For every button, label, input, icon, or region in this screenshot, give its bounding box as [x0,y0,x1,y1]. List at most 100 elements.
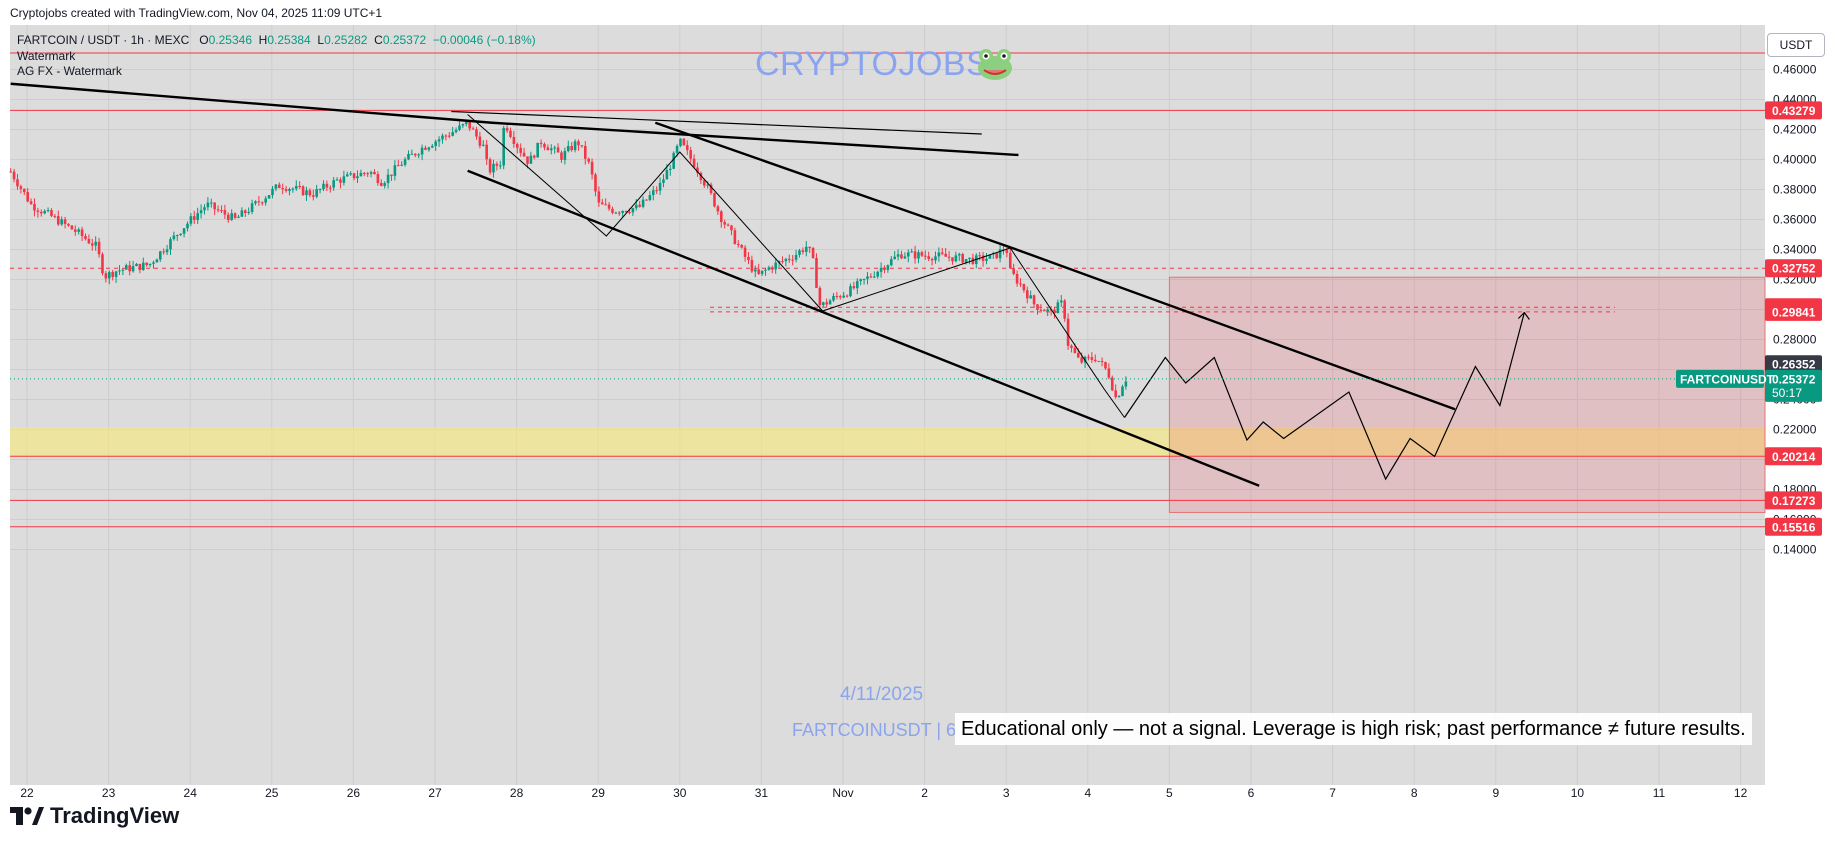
candle-body [101,254,104,274]
indicator-watermark[interactable]: Watermark [17,48,76,63]
price-axis: 0.460000.440000.420000.400000.380000.360… [1765,63,1822,557]
candle-body [315,189,318,197]
candle [645,199,648,201]
candle-body [33,203,36,211]
candle [189,213,193,227]
candle [1042,308,1046,312]
candle [335,177,339,181]
candle-body [685,145,689,151]
candle-body [621,210,624,213]
candle [998,244,1002,263]
candle-body [845,295,849,297]
candle-body [821,302,825,306]
candle-body [1107,368,1111,378]
candle-body [1114,390,1117,398]
candle-body [22,188,26,193]
currency-button[interactable]: USDT [1767,33,1825,57]
candle-body [1073,347,1077,353]
candle-body [672,152,675,169]
candle [138,263,142,274]
candle-body [138,263,142,271]
candle-body [29,201,33,204]
candle [124,263,128,270]
candle [352,172,356,181]
candle [730,225,733,236]
candle-body [787,258,791,260]
candle [594,172,597,197]
price-level-badge-label: 0.32752 [1772,262,1816,276]
candle [403,157,407,167]
candle [199,204,203,219]
candle [845,294,849,298]
candle-body [747,256,750,261]
candle-body [638,204,641,207]
candle [597,186,601,207]
candle-body [1121,386,1124,397]
candle [614,211,618,214]
candle [583,140,587,165]
candle-body [335,179,339,181]
candle-body [1036,304,1039,310]
candle-body [203,207,206,211]
candle-body [920,252,924,256]
candle-body [495,163,499,166]
candle-body [716,206,720,212]
candle-body [1104,362,1107,369]
candle [148,263,152,268]
candle [43,209,46,215]
candle-body [417,154,420,156]
candle-body [600,202,604,205]
candle [543,142,546,151]
candle [209,198,213,208]
candle-body [699,172,703,181]
candle-body [546,147,550,151]
candle [757,263,760,276]
candle [1090,352,1094,363]
candle-body [675,145,679,153]
time-tick-label: 4 [1084,786,1091,800]
candle-body [628,211,631,213]
candle-body [155,259,159,263]
candle-body [485,144,488,160]
candle-body [505,127,509,131]
price-level-badge-bg [1765,259,1822,278]
candle [114,270,118,283]
candle [685,140,689,155]
candle-body [379,182,383,186]
candle [699,171,703,184]
candle-body [294,186,298,189]
candle [1056,299,1060,314]
legend-pair: FARTCOIN / USDT · 1h · MEXC [17,33,190,47]
candle-body [1012,268,1015,274]
candle [519,143,522,157]
symbol-tag-label: FARTCOINUSDT [1680,372,1775,386]
candle [298,181,301,189]
candle [73,225,77,236]
candle-body [791,259,794,261]
candle [1063,299,1066,322]
candle-body [750,260,754,272]
tradingview-logo[interactable]: TradingView [10,803,179,828]
candle [930,257,934,266]
candle [376,171,380,186]
candle [852,281,856,290]
indicator-agfx-watermark[interactable]: AG FX - Watermark [17,64,122,78]
candle [940,247,944,256]
candle-body [1110,377,1114,391]
candle-body [182,228,186,234]
candle-body [9,171,12,173]
candle-body [260,202,264,204]
candle-body [121,269,125,271]
candle [94,236,97,251]
watermark-date: 4/11/2025 [840,684,924,705]
candle-body [447,135,451,137]
candle-body [560,152,563,160]
candle-body [165,249,169,253]
candle-body [665,169,669,180]
candle [301,185,305,196]
candle [458,121,461,132]
candle-body [804,246,808,252]
